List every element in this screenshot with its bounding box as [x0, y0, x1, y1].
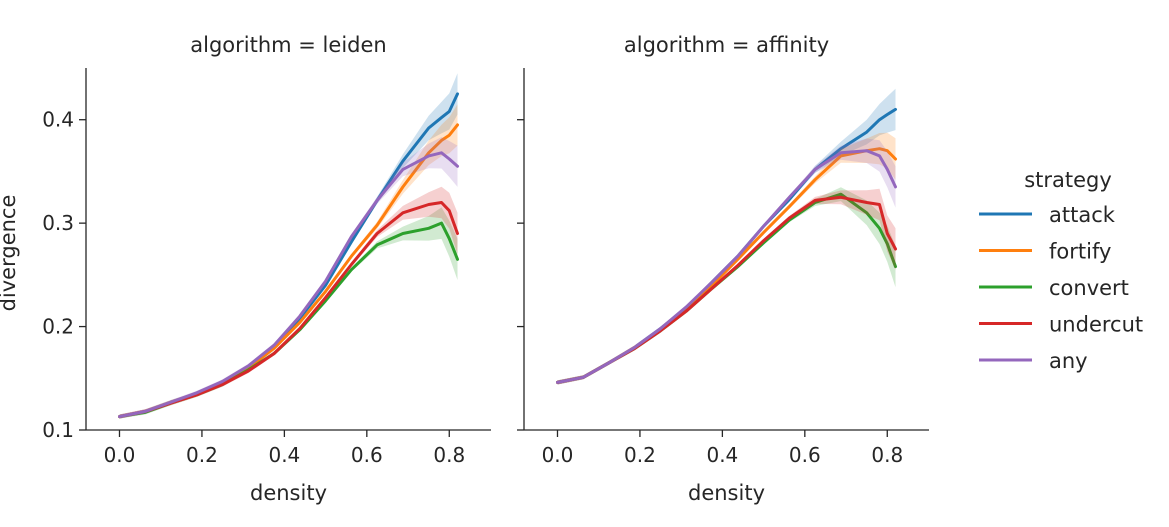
- y-tick-label: 0.2: [42, 315, 74, 339]
- series-attack: [556, 88, 897, 385]
- x-tick-label: 0.2: [186, 443, 218, 467]
- x-tick-label: 0.8: [871, 443, 903, 467]
- series-band-convert: [119, 207, 458, 419]
- x-axis-title: density: [250, 481, 327, 505]
- y-axis-title: divergence: [0, 195, 20, 312]
- series-band-convert: [557, 187, 896, 385]
- legend: strategy attack fortify convert undercut any: [979, 168, 1143, 373]
- series-band-attack: [119, 73, 458, 419]
- series-convert: [118, 207, 459, 419]
- series-attack: [118, 73, 459, 419]
- x-tick-label: 0.6: [789, 443, 821, 467]
- x-tick-label: 0.8: [433, 443, 465, 467]
- series-band-undercut: [557, 188, 896, 385]
- legend-label: fortify: [1049, 240, 1111, 264]
- series-band-fortify: [557, 132, 896, 385]
- legend-label: any: [1049, 349, 1088, 373]
- series-any: [118, 137, 459, 419]
- legend-title: strategy: [1024, 168, 1112, 192]
- x-tick-label: 0.6: [351, 443, 383, 467]
- series-line-attack: [118, 92, 459, 419]
- series-undercut: [556, 188, 897, 385]
- series-fortify: [556, 132, 897, 385]
- legend-entry-attack: attack: [979, 203, 1116, 227]
- series-band-undercut: [119, 186, 458, 419]
- series-band-any: [557, 138, 896, 385]
- panel-title: algorithm = affinity: [624, 33, 829, 57]
- y-tick-label: 0.1: [42, 418, 74, 442]
- series-line-any: [556, 149, 897, 384]
- y-tick-label: 0.4: [42, 108, 74, 132]
- series-line-convert: [118, 221, 459, 419]
- panels-layer: algorithm = leiden 0.1 0.2 0.3 0.4 0.0 0.2 0.4 0…: [42, 33, 929, 505]
- x-tick-label: 0.4: [706, 443, 738, 467]
- legend-label: undercut: [1049, 313, 1143, 337]
- panel-title: algorithm = leiden: [190, 33, 386, 57]
- series-line-any: [118, 151, 459, 419]
- series-band-attack: [557, 88, 896, 385]
- series-any: [556, 138, 897, 385]
- x-tick-label: 0.0: [542, 443, 574, 467]
- x-tick-label: 0.0: [104, 443, 136, 467]
- series-undercut: [118, 186, 459, 419]
- series-line-convert: [556, 192, 897, 384]
- series-line-undercut: [556, 195, 897, 384]
- legend-entry-undercut: undercut: [979, 313, 1143, 337]
- x-axis-title: density: [688, 481, 765, 505]
- legend-entry-convert: convert: [979, 276, 1129, 300]
- panel-2: algorithm = affinity 0.0 0.2 0.4 0.6 0.8 densi…: [517, 33, 929, 505]
- x-tick-label: 0.2: [624, 443, 656, 467]
- panel-1: algorithm = leiden 0.1 0.2 0.3 0.4 0.0 0.2 0.4 0…: [42, 33, 491, 505]
- legend-label: attack: [1049, 203, 1116, 227]
- legend-label: convert: [1049, 276, 1129, 300]
- legend-entry-fortify: fortify: [979, 240, 1111, 264]
- y-tick-label: 0.3: [42, 211, 74, 235]
- series-convert: [556, 187, 897, 385]
- x-tick-label: 0.4: [268, 443, 300, 467]
- legend-entry-any: any: [979, 349, 1088, 373]
